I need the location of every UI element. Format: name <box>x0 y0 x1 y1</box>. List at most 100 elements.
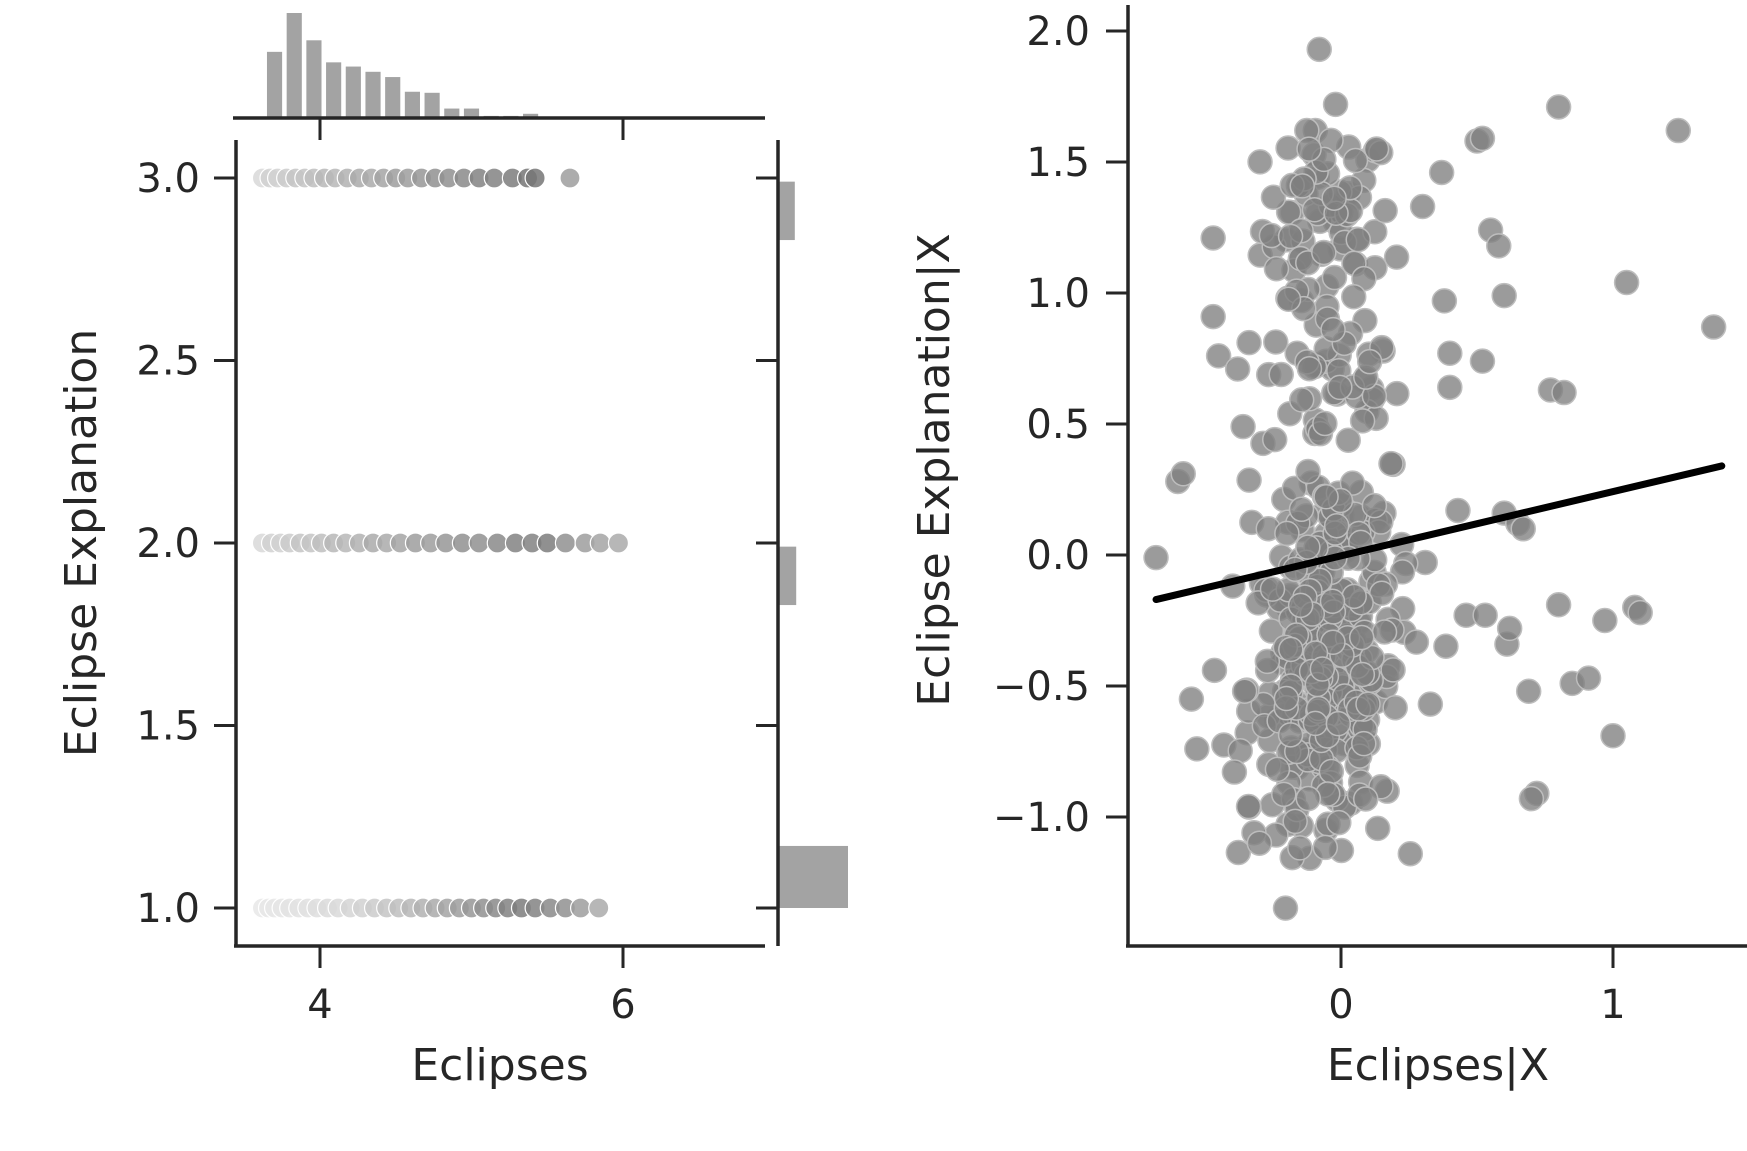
regression-point <box>1486 233 1512 259</box>
regression-point <box>1322 91 1349 118</box>
regression-point <box>1201 657 1228 684</box>
regression-point <box>1325 710 1352 737</box>
regression-point <box>1348 624 1375 651</box>
regression-y-tick-label: 1.0 <box>1026 271 1090 317</box>
regression-point <box>1313 484 1339 510</box>
regression-point <box>1518 785 1545 812</box>
joint-point <box>536 532 558 554</box>
regression-point <box>1403 629 1430 655</box>
regression-point <box>1282 808 1308 835</box>
regression-point <box>1351 730 1377 757</box>
regression-point <box>1306 36 1332 63</box>
regression-point <box>1289 173 1315 199</box>
regression-point <box>1272 895 1299 921</box>
regression-point <box>1225 839 1252 866</box>
regression-point <box>1341 583 1367 610</box>
joint-point <box>468 532 490 554</box>
regression-point <box>1371 619 1398 645</box>
marginal-y-bar <box>778 845 848 908</box>
regression-point <box>1321 185 1347 211</box>
regression-point <box>1264 756 1291 783</box>
regression-point <box>1277 722 1304 748</box>
regression-scatter-points <box>1143 36 1727 921</box>
regression-point <box>1260 184 1287 210</box>
regression-point <box>1143 544 1169 571</box>
regression-y-tick-label: −0.5 <box>993 664 1090 710</box>
regression-point <box>1278 636 1304 663</box>
marginal-x-bar <box>424 92 440 118</box>
marginal-x-bar <box>444 108 460 118</box>
joint-y-ticks: 1.0 1.5 2.0 2.5 3.0 <box>136 156 236 932</box>
regression-point <box>1296 136 1322 162</box>
regression-point <box>1437 340 1463 367</box>
regression-point <box>1246 830 1273 856</box>
regression-point <box>1469 125 1496 152</box>
regression-point <box>1380 657 1406 683</box>
regression-point <box>1288 496 1315 523</box>
regression-point <box>1368 580 1395 607</box>
regression-point <box>1261 426 1288 453</box>
regression-point <box>1363 136 1390 162</box>
regression-point <box>1349 408 1376 434</box>
marginal-y-histogram <box>756 176 848 910</box>
regression-y-tick-label: −1.0 <box>993 795 1090 841</box>
regression-point <box>1342 147 1369 174</box>
joint-point <box>483 167 505 189</box>
regression-point <box>1227 738 1253 764</box>
regression-fit-line <box>1152 462 1726 604</box>
regression-point <box>1496 615 1523 642</box>
regression-point <box>1327 374 1353 401</box>
marginal-x-bar <box>404 91 420 118</box>
regression-point <box>1428 159 1455 186</box>
regression-point <box>1296 356 1323 382</box>
regression-point <box>1259 576 1286 602</box>
regression-point <box>1295 534 1321 560</box>
regression-point <box>1613 269 1640 296</box>
regression-point <box>1184 736 1210 762</box>
regression-point <box>1205 343 1232 369</box>
regression-point <box>1221 759 1248 785</box>
regression-point <box>1288 387 1315 413</box>
regression-point <box>1352 786 1379 812</box>
regression-point <box>1302 710 1329 737</box>
regression-point <box>1437 374 1463 401</box>
regression-point <box>1551 379 1577 406</box>
regression-point <box>1312 410 1338 437</box>
regression-point <box>1545 94 1572 120</box>
regression-point <box>1230 413 1256 440</box>
joint-point <box>554 532 577 554</box>
regression-point <box>1384 380 1410 407</box>
regression-point <box>1287 592 1314 619</box>
marginal-x-histogram <box>266 13 625 140</box>
regression-point <box>1311 239 1337 266</box>
joint-y-tick-label: 2.5 <box>136 339 200 385</box>
regression-point <box>1319 588 1346 615</box>
regression-point <box>1340 284 1367 310</box>
joint-point <box>559 167 581 189</box>
regression-x-tick-label: 0 <box>1328 982 1353 1028</box>
marginal-x-bar <box>306 40 322 118</box>
regression-point <box>1263 329 1289 355</box>
regression-x-axis-label: Eclipses|X <box>1327 1040 1549 1091</box>
regression-point <box>1575 665 1602 691</box>
joint-point <box>524 167 546 189</box>
joint-point <box>607 532 630 554</box>
regression-point <box>1356 348 1383 375</box>
joint-y-tick-label: 2.0 <box>136 521 200 567</box>
regression-point <box>1355 691 1381 717</box>
regression-point <box>1236 329 1262 356</box>
regression-point <box>1431 288 1458 314</box>
regression-point <box>1235 793 1262 820</box>
marginal-y-bar <box>778 546 797 606</box>
regression-point <box>1469 348 1496 374</box>
regression-point <box>1592 607 1618 634</box>
joint-point <box>486 532 508 554</box>
regression-point <box>1312 834 1339 861</box>
regression-point <box>1339 470 1366 496</box>
joint-point <box>589 532 611 554</box>
joint-y-tick-label: 1.5 <box>136 704 200 750</box>
regression-point <box>1700 314 1727 340</box>
regression-point <box>1364 815 1391 842</box>
regression-point <box>1200 225 1226 251</box>
